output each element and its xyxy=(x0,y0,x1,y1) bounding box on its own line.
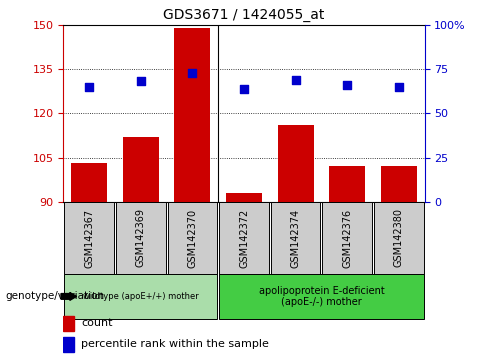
Text: GSM142372: GSM142372 xyxy=(239,209,249,268)
Point xyxy=(292,77,300,82)
Text: GSM142370: GSM142370 xyxy=(187,209,198,268)
Bar xyxy=(71,164,107,202)
Bar xyxy=(123,137,159,202)
Text: GSM142376: GSM142376 xyxy=(342,209,352,268)
FancyBboxPatch shape xyxy=(219,274,424,319)
Text: count: count xyxy=(81,318,113,329)
Text: GSM142374: GSM142374 xyxy=(290,209,301,268)
Text: apolipoprotein E-deficient
(apoE-/-) mother: apolipoprotein E-deficient (apoE-/-) mot… xyxy=(259,286,384,307)
Bar xyxy=(63,316,74,331)
Bar xyxy=(63,337,74,352)
FancyBboxPatch shape xyxy=(64,202,114,274)
Bar xyxy=(174,28,210,202)
Point xyxy=(395,84,403,90)
Point xyxy=(240,86,248,91)
FancyBboxPatch shape xyxy=(271,202,320,274)
Text: GSM142367: GSM142367 xyxy=(84,209,94,268)
Point xyxy=(343,82,351,88)
Text: wildtype (apoE+/+) mother: wildtype (apoE+/+) mother xyxy=(83,292,199,301)
Text: GSM142380: GSM142380 xyxy=(394,209,404,268)
Bar xyxy=(329,166,365,202)
Point xyxy=(137,79,145,84)
FancyBboxPatch shape xyxy=(323,202,372,274)
FancyBboxPatch shape xyxy=(64,274,217,319)
Title: GDS3671 / 1424055_at: GDS3671 / 1424055_at xyxy=(163,8,325,22)
Bar xyxy=(278,125,314,202)
Text: GSM142369: GSM142369 xyxy=(136,209,146,268)
Bar xyxy=(381,166,417,202)
Point xyxy=(85,84,93,90)
FancyBboxPatch shape xyxy=(168,202,217,274)
Bar xyxy=(226,193,262,202)
FancyBboxPatch shape xyxy=(116,202,165,274)
Point xyxy=(188,70,196,75)
FancyBboxPatch shape xyxy=(374,202,424,274)
Text: genotype/variation: genotype/variation xyxy=(5,291,104,301)
FancyBboxPatch shape xyxy=(219,202,269,274)
Text: percentile rank within the sample: percentile rank within the sample xyxy=(81,339,269,349)
